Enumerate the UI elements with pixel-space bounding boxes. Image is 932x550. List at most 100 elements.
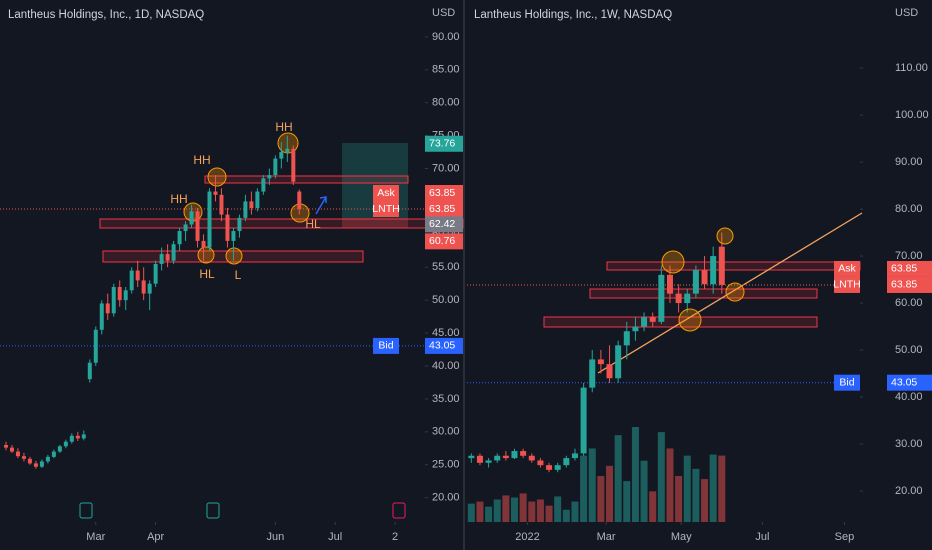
x-tick-label: May <box>671 531 692 543</box>
candle-body <box>666 274 673 294</box>
axis-unit: USD <box>895 7 918 19</box>
pattern-label: HL <box>199 267 215 281</box>
chart-title: Lantheus Holdings, Inc., 1D, NASDAQ <box>8 9 204 21</box>
axis-unit: USD <box>432 7 455 19</box>
arrow <box>315 196 327 215</box>
y-tick-label: 20.00 <box>432 492 460 504</box>
volume-bar <box>467 503 475 522</box>
candle-body <box>237 217 242 232</box>
pivot-circle <box>661 250 685 274</box>
candle-body <box>39 461 44 467</box>
volume-bar <box>536 499 544 522</box>
y-tick-label: 45.00 <box>432 327 460 339</box>
candle-body <box>147 283 152 294</box>
price-tag-value: 63.85 <box>429 187 455 199</box>
price-tag-name-box <box>834 276 860 293</box>
candle-body <box>511 451 518 459</box>
candle-body <box>623 331 630 346</box>
earnings-icon <box>79 502 93 519</box>
price-tag-value: 63.85 <box>429 203 455 215</box>
candle-body <box>15 451 20 457</box>
pattern-label: HH <box>275 120 292 134</box>
chart-weekly: Lantheus Holdings, Inc., 1W, NASDAQ USD 20… <box>467 7 932 543</box>
y-tick-label: 80.00 <box>432 97 460 109</box>
candle-body <box>597 359 604 365</box>
candle-body <box>701 270 708 285</box>
price-tag-name-box <box>834 374 860 391</box>
x-tick-label: Jun <box>266 531 284 543</box>
pivot-circle <box>225 247 243 265</box>
pattern-label: HL <box>305 217 321 231</box>
volume-bar <box>476 501 484 522</box>
price-tag-value: 43.05 <box>891 376 917 388</box>
x-tick-label: Sep <box>835 531 855 543</box>
volume-bar <box>511 497 519 522</box>
candle-body <box>273 158 278 176</box>
long-position-loss <box>342 218 408 228</box>
price-tag-value: 62.42 <box>429 218 455 230</box>
y-tick-label: 50.00 <box>895 344 923 356</box>
price-tag <box>425 184 463 201</box>
y-tick-label: 90.00 <box>895 156 923 168</box>
candle-body <box>99 303 104 330</box>
candle-body <box>123 290 128 301</box>
volume-bar <box>493 499 501 522</box>
candle-body <box>571 453 578 459</box>
price-tag-value: 60.76 <box>429 235 455 247</box>
y-tick-label: 85.00 <box>432 64 460 76</box>
candle-body <box>546 465 553 470</box>
candle-body <box>51 451 56 457</box>
candle-body <box>675 293 682 304</box>
candle-body <box>641 317 648 327</box>
volume-bar <box>519 493 527 522</box>
price-tag-name-box <box>373 337 399 354</box>
volume-bar <box>709 454 717 522</box>
candle-body <box>249 201 254 209</box>
volume-bar <box>502 495 510 522</box>
volume-bar <box>701 479 709 522</box>
y-tick-label: 70.00 <box>895 250 923 262</box>
candle-body <box>502 455 509 459</box>
candle-body <box>279 152 284 159</box>
price-tag-name: Bid <box>378 340 393 352</box>
price-tag <box>425 135 463 152</box>
candle-body <box>291 148 296 182</box>
candle-body <box>129 270 134 291</box>
price-tag <box>887 260 932 277</box>
y-tick-label: 50.00 <box>432 294 460 306</box>
candle-body <box>111 287 116 314</box>
candle-body <box>225 214 230 241</box>
candle-body <box>183 224 188 232</box>
candle-body <box>476 455 483 463</box>
candle-body <box>201 240 206 248</box>
pivot-circle <box>678 308 702 332</box>
earnings-icon <box>392 502 406 519</box>
candle-body <box>684 293 691 304</box>
chart-title: Lantheus Holdings, Inc., 1W, NASDAQ <box>474 9 672 21</box>
y-tick-label: 110.00 <box>895 62 928 74</box>
right-circles <box>661 227 745 332</box>
pattern-label: HH <box>170 192 187 206</box>
y-tick-label: 60.00 <box>895 297 923 309</box>
candle-body <box>285 148 290 153</box>
volume-bar <box>718 455 726 522</box>
price-tag <box>425 233 463 250</box>
candle-body <box>589 359 596 388</box>
y-tick-label: 20.00 <box>895 485 923 497</box>
volume-bar <box>528 501 536 522</box>
y-tick-label: 40.00 <box>432 360 460 372</box>
volume-bar <box>666 448 674 522</box>
price-tag-value: 73.76 <box>429 138 455 150</box>
volume-bar <box>614 435 622 522</box>
pivot-circle <box>725 282 745 302</box>
volume-bar <box>588 448 596 522</box>
right-drawings <box>543 212 863 374</box>
price-tag-name: Ask <box>377 187 395 199</box>
volume-bar <box>606 465 614 522</box>
candle-body <box>63 441 68 447</box>
candle-body <box>117 287 122 301</box>
candle-body <box>3 444 8 448</box>
earnings-icon <box>206 502 220 519</box>
y-tick-label: 100.00 <box>895 109 929 121</box>
